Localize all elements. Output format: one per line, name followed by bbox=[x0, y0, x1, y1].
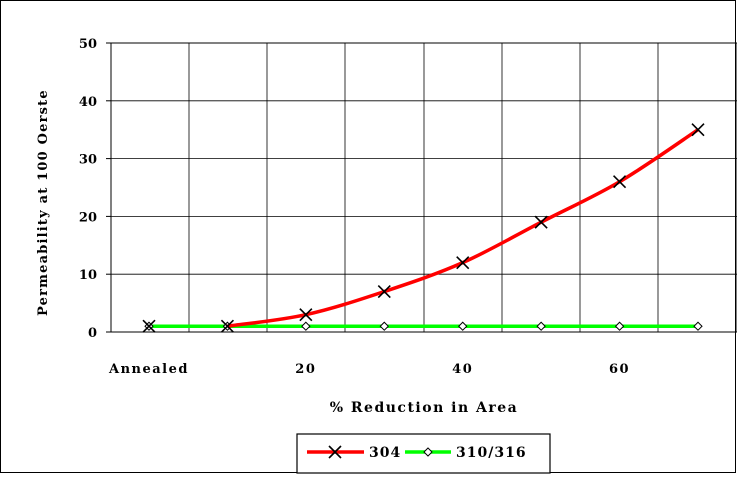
y-tick-label: 0 bbox=[88, 326, 97, 341]
y-axis-ticks: 0 10 20 30 40 50 bbox=[79, 37, 111, 341]
legend-label-310-316: 310/316 bbox=[456, 445, 527, 461]
grid-lines bbox=[110, 42, 737, 333]
marker-stroke bbox=[377, 284, 391, 299]
series-line bbox=[227, 128, 699, 328]
y-tick-label: 40 bbox=[79, 95, 97, 110]
data-point bbox=[301, 321, 311, 331]
data-point bbox=[693, 321, 703, 331]
y-axis-label: Permeability at 100 Oerste bbox=[36, 89, 51, 316]
legend-marker-310-316 bbox=[423, 447, 433, 457]
legend-marker-304 bbox=[328, 445, 342, 459]
legend-label-304: 304 bbox=[369, 445, 401, 461]
marker-stroke bbox=[691, 123, 705, 137]
y-tick-label: 50 bbox=[79, 37, 97, 52]
data-point bbox=[377, 284, 391, 299]
x-tick-label: 60 bbox=[609, 362, 630, 377]
data-point bbox=[379, 321, 389, 331]
marker-stroke bbox=[613, 175, 627, 189]
marker-stroke bbox=[299, 308, 313, 322]
data-point bbox=[614, 321, 625, 331]
x-tick-label: 40 bbox=[452, 362, 473, 377]
marker-stroke bbox=[328, 445, 342, 459]
y-tick-label: 10 bbox=[79, 268, 97, 283]
data-point bbox=[142, 319, 156, 333]
marker-stroke bbox=[142, 319, 156, 333]
x-axis-ticks: Annealed 20 40 60 bbox=[108, 362, 630, 377]
x-tick-label: 20 bbox=[295, 362, 316, 377]
data-point bbox=[456, 256, 470, 270]
x-axis-label: % Reduction in Area bbox=[330, 400, 518, 416]
marker-stroke bbox=[534, 215, 548, 229]
data-point bbox=[220, 319, 234, 333]
marker-stroke bbox=[220, 319, 234, 333]
data-point bbox=[691, 123, 705, 137]
series-304 bbox=[142, 123, 705, 333]
x-tick-label: Annealed bbox=[108, 362, 189, 377]
data-point bbox=[536, 321, 546, 331]
marker-stroke bbox=[456, 256, 470, 270]
y-tick-label: 20 bbox=[79, 210, 97, 225]
data-point bbox=[458, 321, 468, 331]
legend: 304 310/316 bbox=[296, 433, 551, 474]
data-point bbox=[613, 175, 627, 189]
series-layer bbox=[142, 123, 705, 333]
data-point bbox=[534, 215, 548, 229]
data-point bbox=[299, 308, 313, 322]
y-tick-label: 30 bbox=[79, 153, 97, 168]
